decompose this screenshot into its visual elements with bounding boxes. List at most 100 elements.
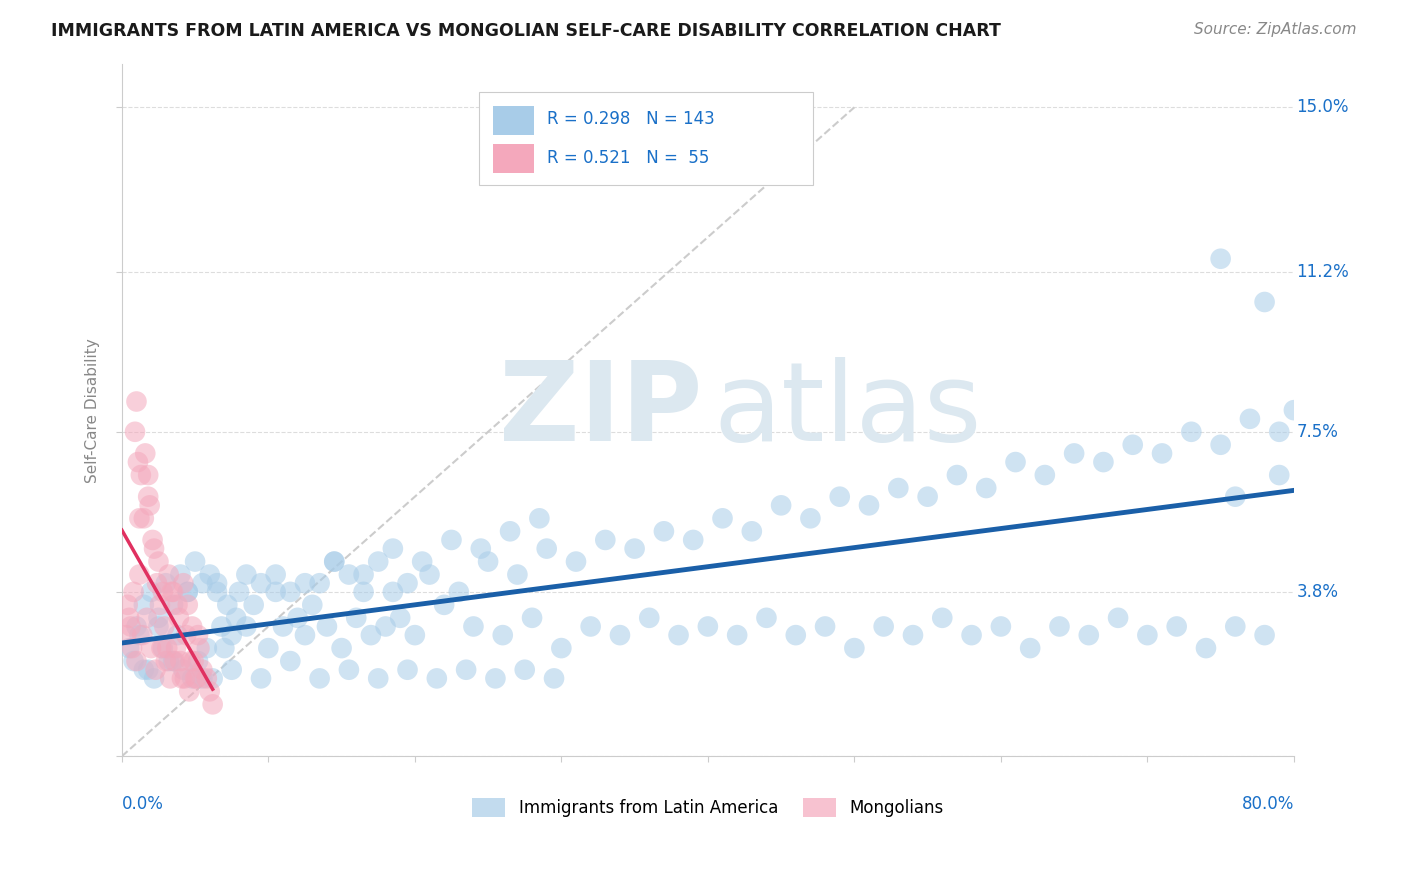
Point: [146, 576, 169, 591]
Point: [264, 585, 287, 599]
Point: [337, 663, 360, 677]
Point: [1019, 641, 1042, 656]
Point: [1063, 446, 1085, 460]
Point: [156, 641, 179, 656]
Point: [294, 628, 316, 642]
Point: [180, 654, 202, 668]
Point: [1209, 252, 1232, 266]
Point: [201, 672, 224, 686]
Y-axis label: Self-Care Disability: Self-Care Disability: [86, 338, 100, 483]
Point: [725, 628, 748, 642]
Point: [1180, 425, 1202, 439]
Point: [946, 468, 969, 483]
Point: [1107, 611, 1129, 625]
Point: [122, 654, 145, 668]
Text: 0.0%: 0.0%: [122, 795, 163, 814]
Point: [177, 585, 200, 599]
Point: [470, 541, 492, 556]
Point: [135, 611, 157, 625]
Bar: [494, 105, 534, 135]
Point: [132, 511, 155, 525]
Point: [191, 576, 214, 591]
Point: [1253, 628, 1275, 642]
Point: [360, 628, 382, 642]
Point: [235, 567, 257, 582]
Point: [990, 619, 1012, 633]
Point: [1209, 438, 1232, 452]
Point: [440, 533, 463, 547]
Point: [155, 576, 177, 591]
Point: [381, 585, 404, 599]
Point: [484, 672, 506, 686]
Point: [844, 641, 866, 656]
Point: [287, 611, 309, 625]
Point: [1385, 368, 1406, 383]
Point: [1298, 499, 1320, 513]
Text: ZIP: ZIP: [499, 357, 702, 464]
Point: [492, 628, 515, 642]
Point: [264, 567, 287, 582]
Text: 3.8%: 3.8%: [1296, 582, 1339, 601]
Point: [426, 672, 449, 686]
Text: 11.2%: 11.2%: [1296, 263, 1348, 281]
Point: [499, 524, 522, 539]
Point: [149, 598, 172, 612]
Point: [301, 598, 323, 612]
Point: [1282, 403, 1305, 417]
Point: [179, 684, 201, 698]
Point: [1312, 338, 1334, 352]
Point: [166, 598, 188, 612]
Text: 7.5%: 7.5%: [1296, 423, 1339, 441]
Point: [159, 672, 181, 686]
Point: [242, 598, 264, 612]
Point: [623, 541, 645, 556]
Point: [136, 663, 159, 677]
Point: [162, 598, 184, 612]
Point: [550, 641, 572, 656]
Point: [118, 641, 141, 656]
Point: [128, 511, 150, 525]
Point: [1033, 468, 1056, 483]
Point: [214, 641, 236, 656]
Point: [195, 672, 218, 686]
Point: [117, 598, 139, 612]
Point: [163, 654, 186, 668]
Point: [1225, 619, 1247, 633]
Point: [188, 641, 211, 656]
Point: [316, 619, 339, 633]
Point: [323, 555, 346, 569]
Point: [520, 611, 543, 625]
Point: [153, 619, 176, 633]
Point: [250, 672, 273, 686]
Point: [136, 468, 159, 483]
Point: [225, 611, 247, 625]
Point: [917, 490, 939, 504]
Point: [221, 663, 243, 677]
Point: [166, 628, 188, 642]
Point: [128, 567, 150, 582]
Point: [308, 576, 330, 591]
Point: [124, 425, 146, 439]
Point: [367, 672, 389, 686]
Point: [887, 481, 910, 495]
Point: [353, 567, 375, 582]
Point: [741, 524, 763, 539]
Point: [129, 468, 152, 483]
Point: [250, 576, 273, 591]
Point: [543, 672, 565, 686]
Point: [609, 628, 631, 642]
Point: [228, 585, 250, 599]
Point: [1225, 490, 1247, 504]
Point: [235, 619, 257, 633]
Point: [411, 555, 433, 569]
Point: [142, 533, 165, 547]
Point: [463, 619, 485, 633]
Point: [217, 598, 239, 612]
Point: [1253, 295, 1275, 310]
Point: [128, 628, 150, 642]
Point: [121, 641, 143, 656]
Point: [167, 611, 190, 625]
Point: [187, 654, 209, 668]
Point: [770, 499, 793, 513]
Point: [139, 641, 162, 656]
